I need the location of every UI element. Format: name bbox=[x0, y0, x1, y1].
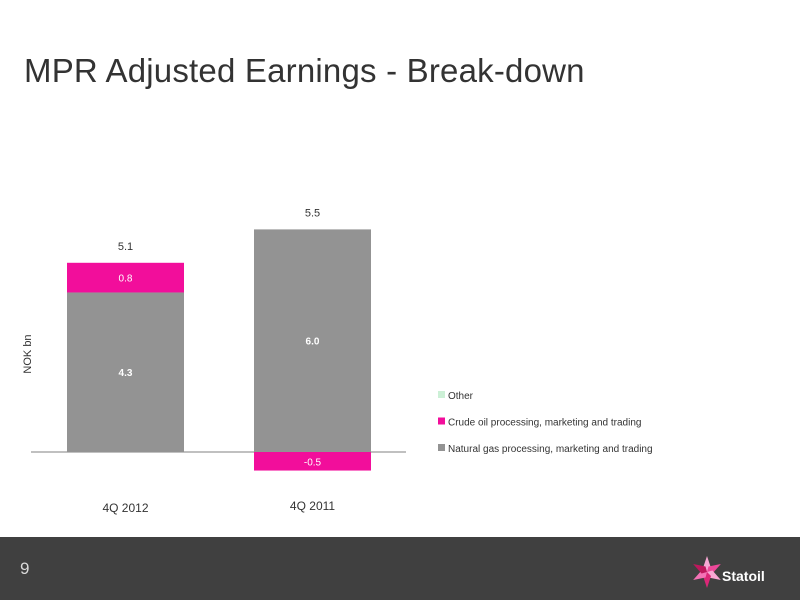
logo-text: Statoil bbox=[722, 568, 765, 584]
slide-title: MPR Adjusted Earnings - Break-down bbox=[24, 52, 585, 89]
bar-total-label: 5.5 bbox=[305, 207, 320, 219]
legend-label: Crude oil processing, marketing and trad… bbox=[448, 418, 641, 429]
legend: Other Crude oil processing, marketing and… bbox=[438, 391, 653, 455]
bar-value-label: 4.3 bbox=[119, 368, 133, 379]
bar-segment bbox=[254, 452, 371, 471]
page-number: 9 bbox=[20, 559, 30, 578]
bar-value-label: 6.0 bbox=[306, 337, 320, 348]
bar-segment bbox=[67, 262, 184, 293]
legend-swatch bbox=[438, 391, 445, 398]
bar-segment bbox=[67, 292, 184, 452]
legend-swatch bbox=[438, 417, 445, 425]
stacked-bar-chart: NOK bn 4.3 0.8 5.1 4Q 2012 6.0 -0.5 5.5 4Q 2011… bbox=[22, 207, 653, 515]
bar-value-label: -0.5 bbox=[304, 457, 322, 468]
legend-label: Natural gas processing, marketing and tr… bbox=[448, 444, 653, 455]
bar-value-label: 0.8 bbox=[119, 274, 133, 285]
bars-group: 4.3 0.8 5.1 4Q 2012 6.0 -0.5 5.5 4Q 2011 bbox=[67, 207, 371, 515]
statoil-logo: Statoil bbox=[692, 549, 792, 595]
category-tick-label: 4Q 2011 bbox=[290, 499, 335, 513]
footer-bar: 9 Statoil bbox=[0, 537, 800, 600]
legend-swatch bbox=[438, 444, 445, 451]
star-logo-icon bbox=[693, 556, 721, 588]
bar-segment bbox=[254, 229, 371, 452]
y-axis-label: NOK bn bbox=[22, 334, 34, 373]
legend-label: Other bbox=[448, 391, 474, 402]
bar-total-label: 5.1 bbox=[118, 241, 133, 253]
category-tick-label: 4Q 2012 bbox=[102, 501, 148, 515]
